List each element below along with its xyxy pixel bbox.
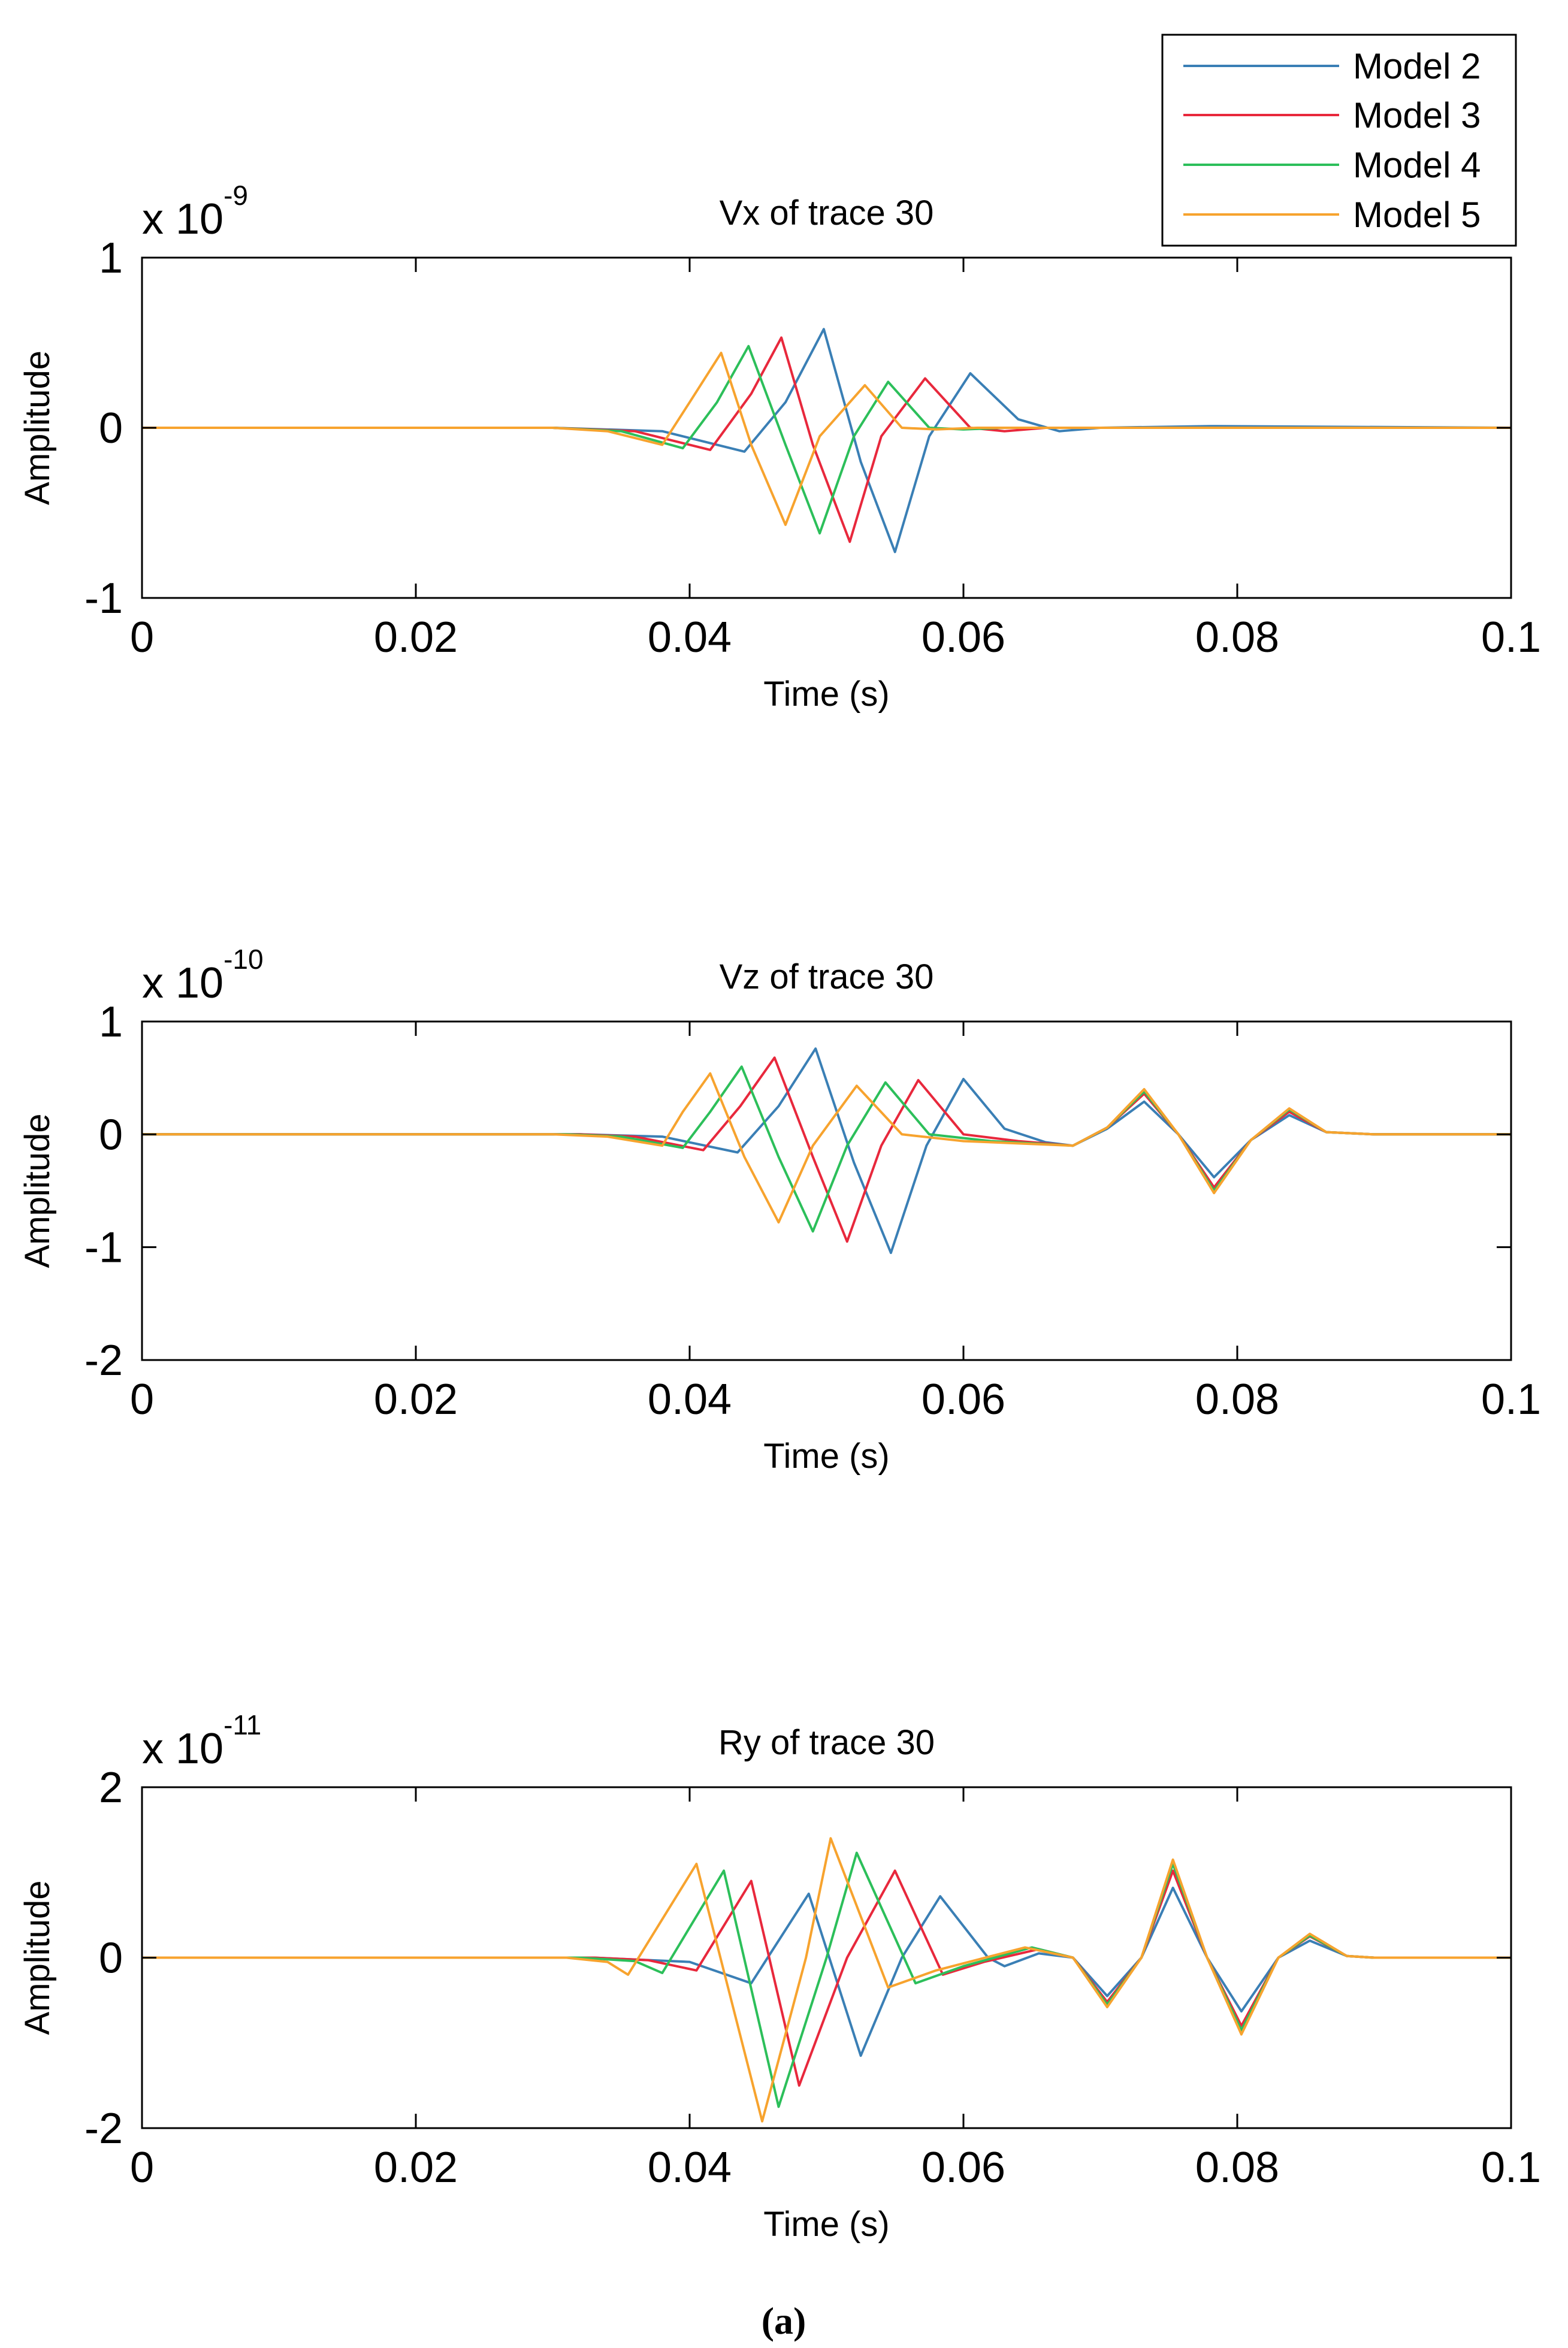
x-axis-label: Time (s)	[763, 2205, 889, 2244]
axes-frame	[141, 1020, 1512, 1361]
series-line-model-4	[142, 1851, 1511, 2108]
x-tick-label: 0.02	[374, 614, 458, 661]
x-tick-label: 0	[130, 614, 154, 661]
series-group	[142, 1837, 1511, 2123]
subplot-title: Vz of trace 30	[720, 957, 934, 996]
series-line-model-3	[142, 1869, 1511, 2087]
series-line-model-5	[142, 1072, 1511, 1224]
x-tick-label: 0.1	[1481, 614, 1541, 661]
y-tick-label: 1	[99, 998, 123, 1046]
x-tick-label: 0.08	[1195, 614, 1279, 661]
y-axis-label: Amplitude	[18, 350, 57, 505]
x-tick-label: 0.04	[648, 2144, 732, 2192]
series-group	[142, 328, 1511, 554]
series-line-model-5	[142, 1837, 1511, 2123]
x-tick-label: 0.06	[922, 614, 1005, 661]
exponent-value: -11	[223, 1709, 261, 1740]
legend-entry: Model 3	[1183, 95, 1481, 135]
y-tick-label: -2	[84, 2105, 123, 2153]
series-line-model-3	[142, 336, 1511, 543]
series-line-model-4	[142, 1065, 1511, 1233]
x-tick-label: 0	[130, 2144, 154, 2192]
exponent-value: -10	[223, 944, 263, 975]
subplot-title: Ry of trace 30	[718, 1723, 935, 1762]
y-tick-label: 0	[99, 404, 123, 452]
x-tick-label: 0.06	[922, 1376, 1005, 1424]
legend-label: Model 3	[1353, 95, 1481, 135]
y-tick-label: 0	[99, 1111, 123, 1159]
y-axis-label: Amplitude	[18, 1881, 57, 2035]
exponent-label: x 10-11	[142, 1709, 261, 1773]
y-axis-label: Amplitude	[18, 1114, 57, 1268]
y-tick-label: -1	[84, 575, 123, 622]
x-tick-label: 0.1	[1481, 1376, 1541, 1424]
x-tick-label: 0.1	[1481, 2144, 1541, 2192]
x-tick-label: 0.08	[1195, 2144, 1279, 2192]
y-tick-label: 1	[99, 234, 123, 282]
legend-label: Model 2	[1353, 46, 1481, 86]
y-tick-label: -1	[84, 1224, 123, 1272]
legend: Model 2 Model 3 Model 4 Model 5	[1161, 34, 1517, 247]
x-axis-label: Time (s)	[763, 675, 889, 714]
exponent-value: -9	[223, 180, 248, 211]
exponent-label: x 10-9	[142, 180, 248, 243]
x-axis-label: Time (s)	[763, 1437, 889, 1476]
series-line-model-2	[142, 328, 1511, 554]
x-tick-label: 0.04	[648, 614, 732, 661]
y-tick-label: 2	[99, 1764, 123, 1812]
x-tick-label: 0.04	[648, 1376, 732, 1424]
y-tick-label: -2	[84, 1337, 123, 1385]
subplot-title: Vx of trace 30	[720, 194, 934, 232]
x-tick-label: 0.06	[922, 2144, 1005, 2192]
legend-entry: Model 2	[1183, 46, 1481, 86]
series-line-model-2	[142, 1886, 1511, 2057]
x-tick-label: 0.08	[1195, 1376, 1279, 1424]
series-line-model-4	[142, 345, 1511, 535]
legend-box	[1161, 34, 1517, 247]
y-tick-label: 0	[99, 1935, 123, 1983]
legend-entry: Model 5	[1183, 195, 1481, 235]
x-tick-label: 0.02	[374, 2144, 458, 2192]
x-tick-label: 0	[130, 1376, 154, 1424]
legend-entry: Model 4	[1183, 145, 1481, 185]
series-line-model-3	[142, 1056, 1511, 1243]
series-line-model-5	[142, 352, 1511, 526]
series-line-model-2	[142, 1047, 1511, 1255]
series-group	[142, 1047, 1511, 1255]
legend-label: Model 5	[1353, 195, 1481, 235]
legend-label: Model 4	[1353, 145, 1481, 185]
x-tick-label: 0.02	[374, 1376, 458, 1424]
caption: (a)	[762, 2299, 806, 2342]
exponent-label: x 10-10	[142, 944, 264, 1007]
